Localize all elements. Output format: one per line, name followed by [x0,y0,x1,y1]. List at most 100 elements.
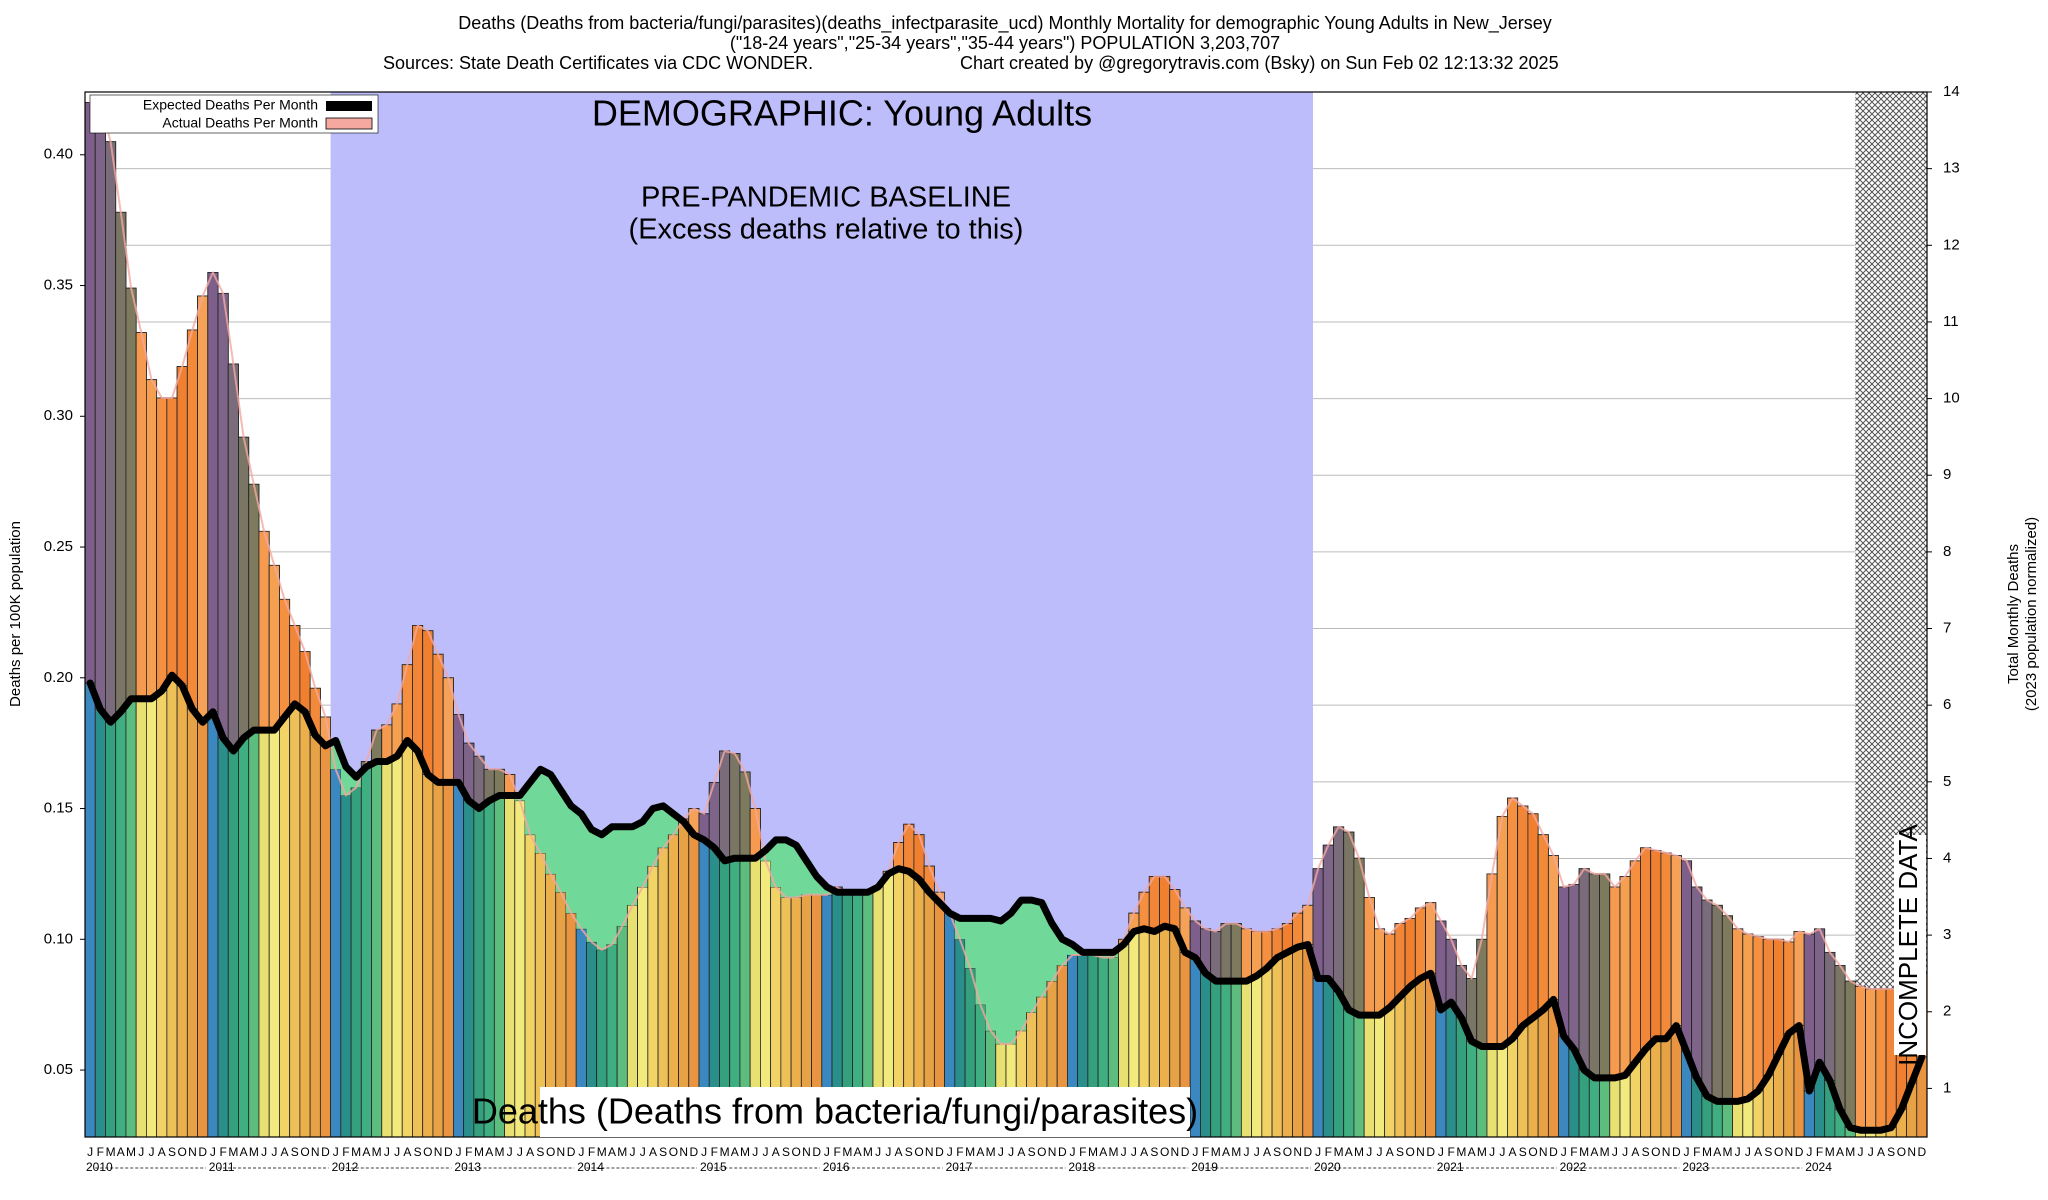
x-month-label: A [240,1145,248,1159]
x-month-label: F [956,1145,963,1159]
excess-segment [1619,876,1631,1076]
excess-segment [94,102,106,710]
y-tick-label: 0.35 [44,276,73,293]
excess-segment [1588,873,1600,1079]
x-month-label: A [608,1145,616,1159]
x-month-label: F [219,1145,226,1159]
excess-segment [1875,988,1887,1131]
y2-tick-label: 7 [1943,619,1951,636]
x-month-label: A [1836,1145,1844,1159]
excess-segment [1773,938,1785,1055]
excess-segment [432,653,444,783]
deficit-segment [627,826,639,906]
excess-segment [1742,933,1754,1100]
x-month-label: N [1785,1145,1794,1159]
x-month-label: J [1499,1145,1505,1159]
deficit-segment [647,808,659,867]
x-month-label: M [1231,1145,1241,1159]
bar [381,724,393,1138]
x-month-label: S [1396,1145,1404,1159]
y2-tick-label: 10 [1943,390,1960,407]
x-month-label: D [690,1145,699,1159]
x-month-label: M [1334,1145,1344,1159]
x-month-label: J [333,1145,339,1159]
legend-label: Expected Deaths Per Month [143,97,318,113]
deficit-segment [1046,923,1058,982]
x-month-label: J [1192,1145,1198,1159]
bar [360,761,372,1138]
x-year-label: 2020 [1314,1160,1341,1174]
x-month-label: S [1028,1145,1036,1159]
x-month-label: N [1539,1145,1548,1159]
demographic-label: DEMOGRAPHIC: Young Adults [592,93,1092,134]
excess-segment [1414,907,1426,979]
actual-line [89,101,1923,1045]
y2-tick-label: 14 [1943,83,1960,100]
x-month-label: M [474,1145,484,1159]
y-tick-label: 0.10 [44,930,73,947]
excess-segment [473,755,485,809]
excess-segment [217,292,229,739]
x-month-label: A [731,1145,739,1159]
x-month-label: F [1570,1145,1577,1159]
excess-segment [1854,985,1867,1131]
x-month-label: S [659,1145,667,1159]
x-month-label: F [711,1145,718,1159]
bar [309,687,321,1138]
x-month-label: S [536,1145,544,1159]
x-year-label: 2023 [1682,1160,1709,1174]
x-month-label: A [1140,1145,1148,1159]
excess-segment [1496,815,1508,1047]
legend-swatch [326,101,372,111]
y2-tick-label: 6 [1943,696,1951,713]
x-month-label: M [351,1145,361,1159]
deficit-segment [330,740,342,770]
y2-tick-label: 11 [1943,313,1959,330]
x-month-label: J [384,1145,390,1159]
x-month-label: J [1131,1145,1137,1159]
x-month-label: M [965,1145,975,1159]
x-month-label: N [1171,1145,1180,1159]
excess-segment [1425,902,1437,974]
deficit-segment [596,834,608,950]
excess-segment [1660,852,1672,1040]
excess-segment [1599,873,1611,1079]
deficit-segment [1026,900,1038,1013]
y2-tick-label: 3 [1943,926,1951,943]
x-month-label: M [842,1145,852,1159]
x-month-label: M [617,1145,627,1159]
y-axis-label: Deaths per 100K population [7,521,24,707]
y-tick-label: 0.20 [44,669,73,686]
x-month-label: J [998,1145,1004,1159]
excess-segment [145,379,158,700]
x-month-label: N [1293,1145,1302,1159]
x-year-label: 2012 [332,1160,359,1174]
x-month-label: S [1887,1145,1895,1159]
x-month-label: A [1263,1145,1271,1159]
x-month-label: J [1377,1145,1383,1159]
x-month-label: A [1386,1145,1394,1159]
excess-segment [248,483,260,731]
legend-label: Actual Deaths Per Month [162,115,318,131]
x-year-label: 2019 [1191,1160,1218,1174]
x-month-label: O [300,1145,309,1159]
y2-tick-label: 12 [1943,236,1960,253]
y-tick-label: 0.15 [44,800,73,817]
excess-segment [1732,928,1744,1102]
x-month-label: O [1160,1145,1169,1159]
bar [493,768,505,1138]
deficit-segment [658,805,669,848]
x-month-label: M [740,1145,750,1159]
x-month-label: N [1907,1145,1916,1159]
x-month-label: J [640,1145,646,1159]
x-month-label: M [1211,1145,1221,1159]
deficit-segment [954,918,966,940]
excess-segment [729,753,741,859]
x-month-label: A [1754,1145,1762,1159]
deficit-segment [586,829,598,942]
x-month-label: O [1774,1145,1783,1159]
deficit-segment [545,774,557,874]
x-month-label: J [947,1145,953,1159]
deficit-segment [565,805,577,914]
x-month-label: A [526,1145,534,1159]
